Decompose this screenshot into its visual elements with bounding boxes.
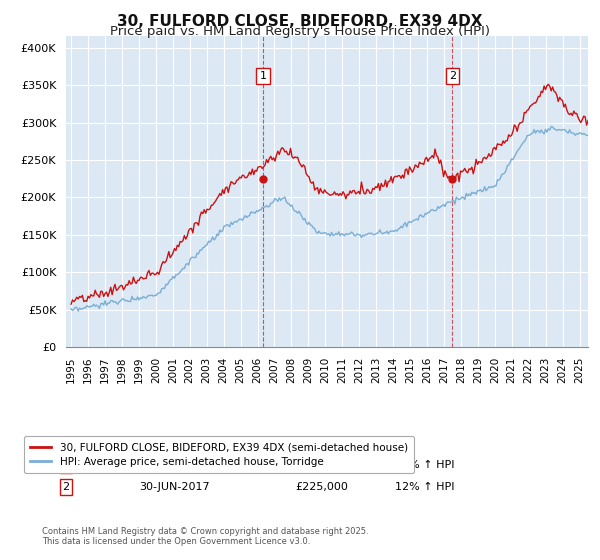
Text: 1: 1 — [62, 460, 70, 470]
Text: 12% ↑ HPI: 12% ↑ HPI — [395, 482, 454, 492]
Point — [448, 174, 457, 183]
Point — [259, 174, 268, 183]
Text: Contains HM Land Registry data © Crown copyright and database right 2025.
This d: Contains HM Land Registry data © Crown c… — [42, 526, 368, 546]
Text: 28-APR-2006: 28-APR-2006 — [139, 460, 211, 470]
Text: 30-JUN-2017: 30-JUN-2017 — [139, 482, 210, 492]
Text: Price paid vs. HM Land Registry's House Price Index (HPI): Price paid vs. HM Land Registry's House … — [110, 25, 490, 38]
Text: 1: 1 — [260, 71, 266, 81]
Text: 2: 2 — [449, 71, 456, 81]
Text: 34% ↑ HPI: 34% ↑ HPI — [395, 460, 454, 470]
Text: £225,000: £225,000 — [296, 482, 349, 492]
Text: £225,000: £225,000 — [296, 460, 349, 470]
Legend: 30, FULFORD CLOSE, BIDEFORD, EX39 4DX (semi-detached house), HPI: Average price,: 30, FULFORD CLOSE, BIDEFORD, EX39 4DX (s… — [24, 436, 414, 473]
Text: 30, FULFORD CLOSE, BIDEFORD, EX39 4DX: 30, FULFORD CLOSE, BIDEFORD, EX39 4DX — [117, 14, 483, 29]
Text: 2: 2 — [62, 482, 70, 492]
